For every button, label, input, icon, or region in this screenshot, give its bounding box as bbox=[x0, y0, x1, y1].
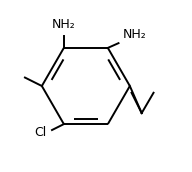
Text: NH₂: NH₂ bbox=[52, 18, 76, 31]
Text: Cl: Cl bbox=[35, 126, 47, 139]
Text: NH₂: NH₂ bbox=[123, 28, 147, 41]
